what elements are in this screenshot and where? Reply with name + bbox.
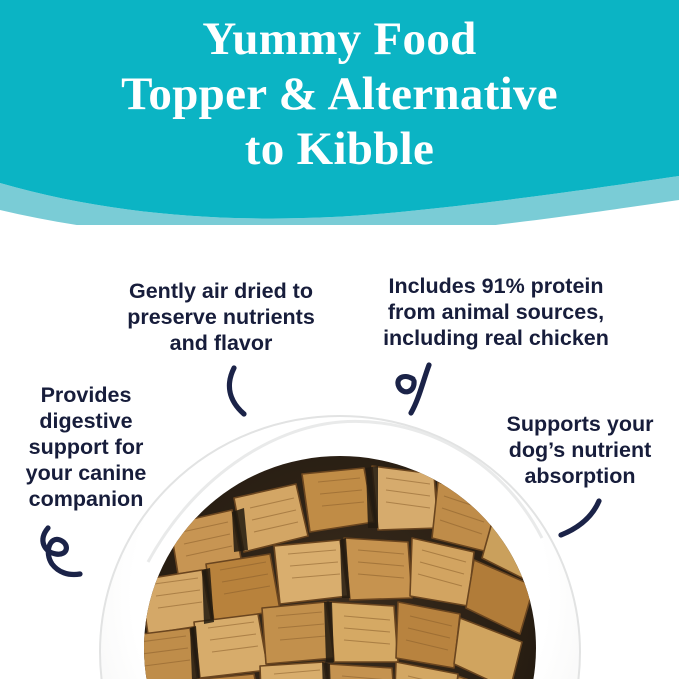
food-chunks-group	[144, 465, 536, 679]
curved-down-left-arrow-icon	[543, 497, 611, 557]
header-banner: Yummy Food Topper & Alternative to Kibbl…	[0, 0, 679, 225]
wave-main-block	[0, 0, 679, 219]
curved-down-arrow-icon	[214, 362, 280, 428]
product-photo-bowl	[82, 412, 598, 679]
looped-down-right-arrow-icon	[32, 522, 102, 588]
callout-air-dried: Gently air dried to preserve nutrients a…	[127, 279, 315, 355]
callout-protein: Includes 91% protein from animal sources…	[383, 274, 609, 350]
looped-down-left-arrow-icon	[387, 361, 447, 427]
bowl-illustration	[99, 415, 581, 679]
bowl-outline	[99, 415, 581, 679]
banner-wave-shape	[0, 0, 679, 225]
wave-accent-band	[0, 176, 679, 225]
bowl-rim-edge	[146, 419, 544, 563]
callout-digestive: Provides digestive support for your cani…	[25, 383, 147, 511]
callout-absorption: Supports your dog’s nutrient absorption	[506, 412, 654, 488]
page-title: Yummy Food Topper & Alternative to Kibbl…	[121, 13, 558, 175]
